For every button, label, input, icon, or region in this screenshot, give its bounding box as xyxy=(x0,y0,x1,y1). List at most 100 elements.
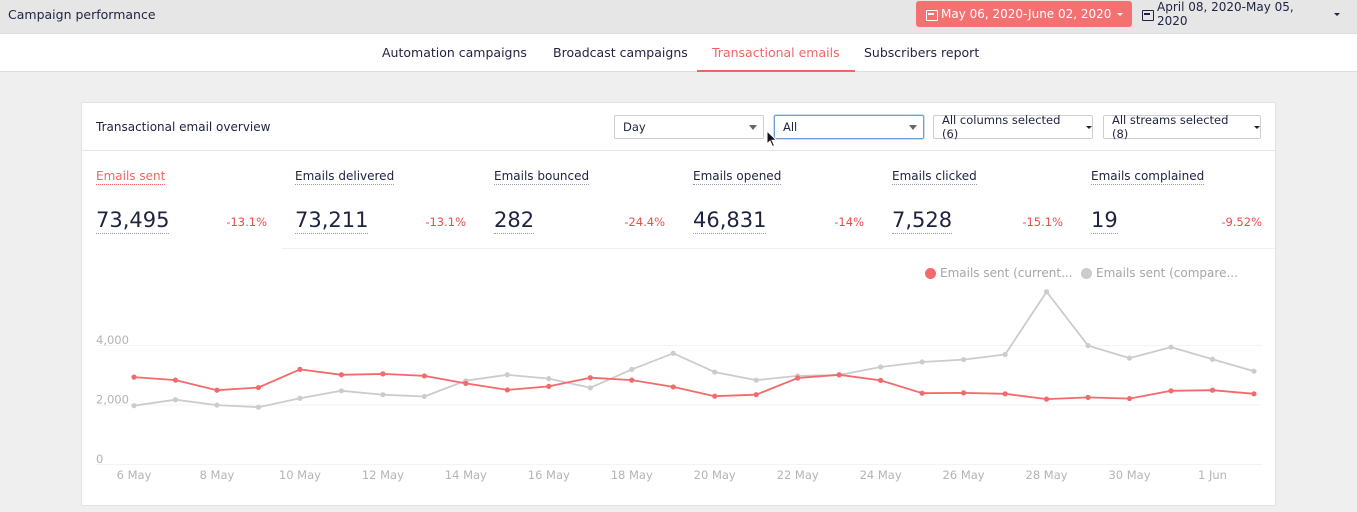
data-point-current xyxy=(1043,396,1050,402)
series-line-compare xyxy=(133,290,1255,409)
columns-select[interactable]: All columns selected (6) xyxy=(933,113,1093,141)
chevron-down-icon xyxy=(1254,125,1260,129)
x-tick-label: 14 May xyxy=(445,468,487,482)
metric-label: Emails complained xyxy=(1091,169,1205,185)
x-tick-label: 22 May xyxy=(777,468,819,482)
data-point-compare xyxy=(961,356,967,363)
mouse-cursor-icon xyxy=(766,130,778,148)
x-tick-label: 6 May xyxy=(117,468,152,482)
metric-value: 282 xyxy=(494,208,535,234)
metric-emails-opened[interactable]: Emails opened 46,831 -14% xyxy=(693,165,873,234)
metric-label: Emails sent xyxy=(96,169,166,185)
interval-select[interactable]: Day xyxy=(614,115,764,139)
data-point-compare xyxy=(1085,342,1091,349)
compare-date-range-label: April 08, 2020-May 05, 2020 xyxy=(1157,0,1294,28)
tab-transactional-emails[interactable]: Transactional emails xyxy=(697,34,855,72)
data-point-compare xyxy=(297,395,303,401)
data-point-compare xyxy=(587,385,593,391)
x-tick-label: 28 May xyxy=(1026,468,1068,482)
data-point-current xyxy=(421,373,427,379)
report-tabs: Automation campaigns Broadcast campaigns… xyxy=(0,34,1357,72)
data-point-current xyxy=(587,375,593,381)
scope-select[interactable]: All xyxy=(774,115,924,139)
metric-emails-delivered[interactable]: Emails delivered 73,211 -13.1% xyxy=(295,165,475,234)
dropdown-arrow-icon xyxy=(749,125,757,130)
data-point-current xyxy=(795,375,801,381)
data-point-current xyxy=(546,383,552,389)
legend-label-current: Emails sent (current... xyxy=(940,266,1073,280)
x-tick-label: 26 May xyxy=(943,468,985,482)
metric-value: 7,528 xyxy=(892,208,953,234)
data-point-compare xyxy=(380,392,386,398)
x-tick-label: 16 May xyxy=(528,468,570,482)
metric-value: 46,831 xyxy=(693,208,767,234)
overview-title: Transactional email overview xyxy=(96,120,271,134)
chevron-down-icon xyxy=(1117,12,1124,16)
current-date-range-button[interactable]: May 06, 2020-June 02, 2020 xyxy=(916,1,1132,27)
metric-change: -13.1% xyxy=(226,215,267,229)
data-point-current xyxy=(961,390,967,396)
data-point-compare xyxy=(1168,344,1174,350)
metric-label: Emails delivered xyxy=(295,169,395,185)
overview-header: Transactional email overview Day All All… xyxy=(82,103,1275,151)
compare-date-range-button[interactable]: April 08, 2020-May 05, 2020 xyxy=(1136,0,1340,28)
data-point-compare xyxy=(629,366,635,372)
data-point-compare xyxy=(878,364,884,370)
legend-current[interactable]: Emails sent (current... xyxy=(925,266,1073,280)
x-tick-label: 12 May xyxy=(362,468,404,482)
emails-sent-line-chart: 0 2,000 4,000 6 May 8 May 10 May 12 May 14 May 1… xyxy=(96,289,1262,482)
metric-change: -13.1% xyxy=(425,215,466,229)
data-point-current xyxy=(214,387,220,393)
data-point-current xyxy=(836,372,842,378)
metric-change: -9.52% xyxy=(1221,215,1262,229)
metric-change: -24.4% xyxy=(624,215,665,229)
data-point-compare xyxy=(255,404,262,410)
calendar-icon xyxy=(926,9,938,21)
data-point-compare xyxy=(338,388,344,394)
metric-value: 19 xyxy=(1091,208,1118,234)
data-point-current xyxy=(380,371,386,377)
y-tick-label: 0 xyxy=(96,452,103,466)
data-point-current xyxy=(670,384,676,390)
data-point-current xyxy=(504,387,510,393)
data-point-compare xyxy=(214,402,220,408)
tab-automation-campaigns[interactable]: Automation campaigns xyxy=(382,45,527,60)
data-point-compare xyxy=(919,359,925,365)
metric-change: -15.1% xyxy=(1022,215,1063,229)
data-point-compare xyxy=(1043,289,1050,295)
interval-select-value: Day xyxy=(623,120,646,134)
data-point-current xyxy=(131,374,137,380)
data-point-compare xyxy=(546,376,552,382)
x-tick-label: 1 Jun xyxy=(1198,468,1227,482)
metric-value: 73,495 xyxy=(96,208,170,234)
legend-compare[interactable]: Emails sent (compare... xyxy=(1081,266,1238,280)
data-point-current xyxy=(712,393,718,399)
data-point-compare xyxy=(1002,351,1008,358)
page-title: Campaign performance xyxy=(8,7,156,22)
metric-value: 73,211 xyxy=(295,208,369,234)
data-point-compare xyxy=(421,393,427,400)
metric-emails-sent[interactable]: Emails sent 73,495 -13.1% xyxy=(96,165,276,234)
x-tick-label: 30 May xyxy=(1108,468,1150,482)
data-point-compare xyxy=(1209,356,1216,362)
metric-emails-complained[interactable]: Emails complained 19 -9.52% xyxy=(1091,165,1271,234)
metric-emails-clicked[interactable]: Emails clicked 7,528 -15.1% xyxy=(892,165,1072,234)
data-point-current xyxy=(338,372,344,378)
data-point-current xyxy=(1085,394,1091,400)
metric-emails-bounced[interactable]: Emails bounced 282 -24.4% xyxy=(494,165,674,234)
dropdown-arrow-icon xyxy=(909,125,917,130)
chevron-down-icon xyxy=(1334,12,1340,16)
streams-select[interactable]: All streams selected (8) xyxy=(1103,113,1261,141)
scope-select-value: All xyxy=(783,120,798,134)
legend-dot-current xyxy=(925,267,936,279)
data-point-current xyxy=(1209,387,1216,393)
data-point-compare xyxy=(172,397,179,403)
tab-subscribers-report[interactable]: Subscribers report xyxy=(864,45,980,60)
metric-change: -14% xyxy=(834,215,864,229)
tab-broadcast-campaigns[interactable]: Broadcast campaigns xyxy=(553,45,688,60)
columns-select-label: All columns selected (6) xyxy=(942,113,1061,141)
data-point-compare xyxy=(712,369,718,375)
current-date-range-label: May 06, 2020-June 02, 2020 xyxy=(941,7,1112,21)
data-point-compare xyxy=(753,377,759,383)
data-point-current xyxy=(1251,391,1257,397)
